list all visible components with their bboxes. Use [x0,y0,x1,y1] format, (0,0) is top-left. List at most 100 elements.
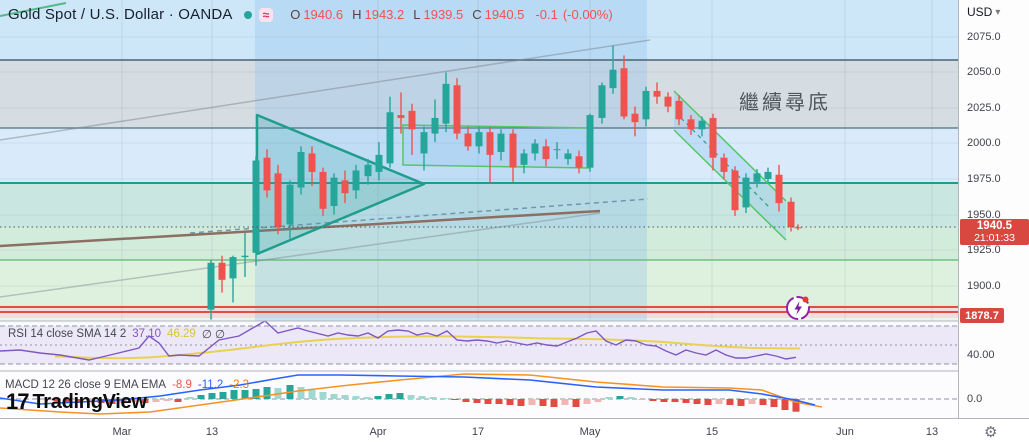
time-tick: Apr [369,426,387,438]
candle [664,96,672,107]
time-tick: 13 [205,426,219,438]
currency-label: USD [967,5,993,19]
price-tick: 1975.0 [967,173,1001,185]
candle [653,90,661,97]
candle [709,117,717,158]
candle [420,132,428,154]
candle [475,132,483,147]
candle [575,156,583,168]
price-axis[interactable]: USD ▾ 2075.0 2050.0 2025.0 2000.0 1975.0 1950… [958,0,1029,418]
candle [319,171,327,209]
price-tick: 0.0 [967,393,983,405]
macd-line-value: -11.2 [197,379,224,391]
tradingview-logo[interactable]: 17 TradingView [6,389,147,415]
macd-signal-line [0,373,823,415]
text-annotation[interactable]: 繼續尋底 [739,92,831,114]
trendline [0,39,651,141]
gear-icon[interactable]: ⚙ [984,424,998,441]
approx-values-icon[interactable]: ≈ [258,7,274,22]
candle [431,117,439,134]
candle [631,113,639,123]
candle [408,110,416,130]
candle [531,143,539,154]
candle [330,177,338,206]
macd-legend[interactable]: MACD 12 26 close 9 EMA EMA -8.9 -11.2 -2… [5,379,249,391]
price-tick: 2050.0 [967,66,1001,78]
candle [308,153,316,172]
close-value: 1940.5 [484,7,525,22]
candle [564,153,572,160]
background-zones [0,0,958,321]
rsi-pane-bg [0,321,958,371]
macd-histogram [53,385,800,412]
candle [794,227,802,229]
trendline [0,2,67,17]
symbol-legend: Gold Spot / U.S. Dollar · OANDA ≈ O 1940.… [8,6,613,23]
candle [386,112,394,164]
candle [520,153,528,165]
candle [542,146,550,160]
candle [274,173,282,228]
candles [207,45,802,320]
price-tick: 1950.0 [967,209,1001,221]
change-percent: (-0.00%) [562,7,613,22]
price-tick: 1900.0 [967,280,1001,292]
economic-event-icon[interactable] [784,294,812,322]
price-tick: 2025.0 [967,102,1001,114]
candle [598,85,606,118]
time-tick: 15 [705,426,719,438]
candle [764,171,772,179]
change-value: -0.1 [535,7,558,22]
candle [509,133,517,168]
candle [341,180,349,194]
price-tick: 1925.0 [967,244,1001,256]
trendline [0,209,601,248]
candle [620,68,628,117]
candle [352,170,360,191]
macd-signal-value: -2.3 [229,379,250,391]
candle [720,157,728,172]
candle [698,120,706,130]
candle [753,173,761,182]
rsi-value: 37.10 [132,328,162,340]
high-label: H [352,7,362,22]
support-level-badge: 1878.7 [960,308,1004,323]
time-tick: 13 [925,426,939,438]
time-axis[interactable]: Mar 13 Apr 17 May 15 Jun 13 ⚙ [0,418,1029,446]
rsi-legend[interactable]: RSI 14 close SMA 14 2 37.10 46.29 ∅ ∅ [8,327,225,341]
channel-midline [680,117,771,209]
ohlc-values: O 1940.6 H 1943.2 L 1939.5 C 1940.5 -0.1 (-0… [290,7,612,22]
last-price: 1940.5 [976,220,1013,232]
candle [252,160,260,253]
time-tick: May [579,426,601,438]
candle [464,133,472,147]
market-status-dot[interactable] [243,10,252,19]
open-value: 1940.6 [303,7,344,22]
candle [297,152,305,188]
rsi-sma-value: 46.29 [167,328,196,340]
lightning-icon [786,296,810,320]
chart-canvas[interactable] [0,0,958,418]
macd-line [0,374,816,406]
low-value: 1939.5 [423,7,464,22]
price-tick: 40.00 [967,349,995,361]
candle [687,119,695,130]
candle [286,184,294,225]
candle [775,174,783,204]
time-tick: Jun [836,426,854,438]
candle [642,90,650,120]
candle [731,170,739,211]
consolidation-box-shape [402,124,591,169]
symbol-title[interactable]: Gold Spot / U.S. Dollar · OANDA [8,6,233,23]
candle [263,157,271,191]
price-tick: 2075.0 [967,31,1001,43]
candle [453,85,461,134]
candle [218,262,226,280]
currency-selector[interactable]: USD ▾ [967,5,1000,19]
candle [742,177,750,208]
time-tick: 17 [471,426,485,438]
candle [397,115,405,118]
candle [586,115,594,168]
candle [442,83,450,124]
rsi-title: RSI 14 close SMA 14 2 [8,328,127,340]
